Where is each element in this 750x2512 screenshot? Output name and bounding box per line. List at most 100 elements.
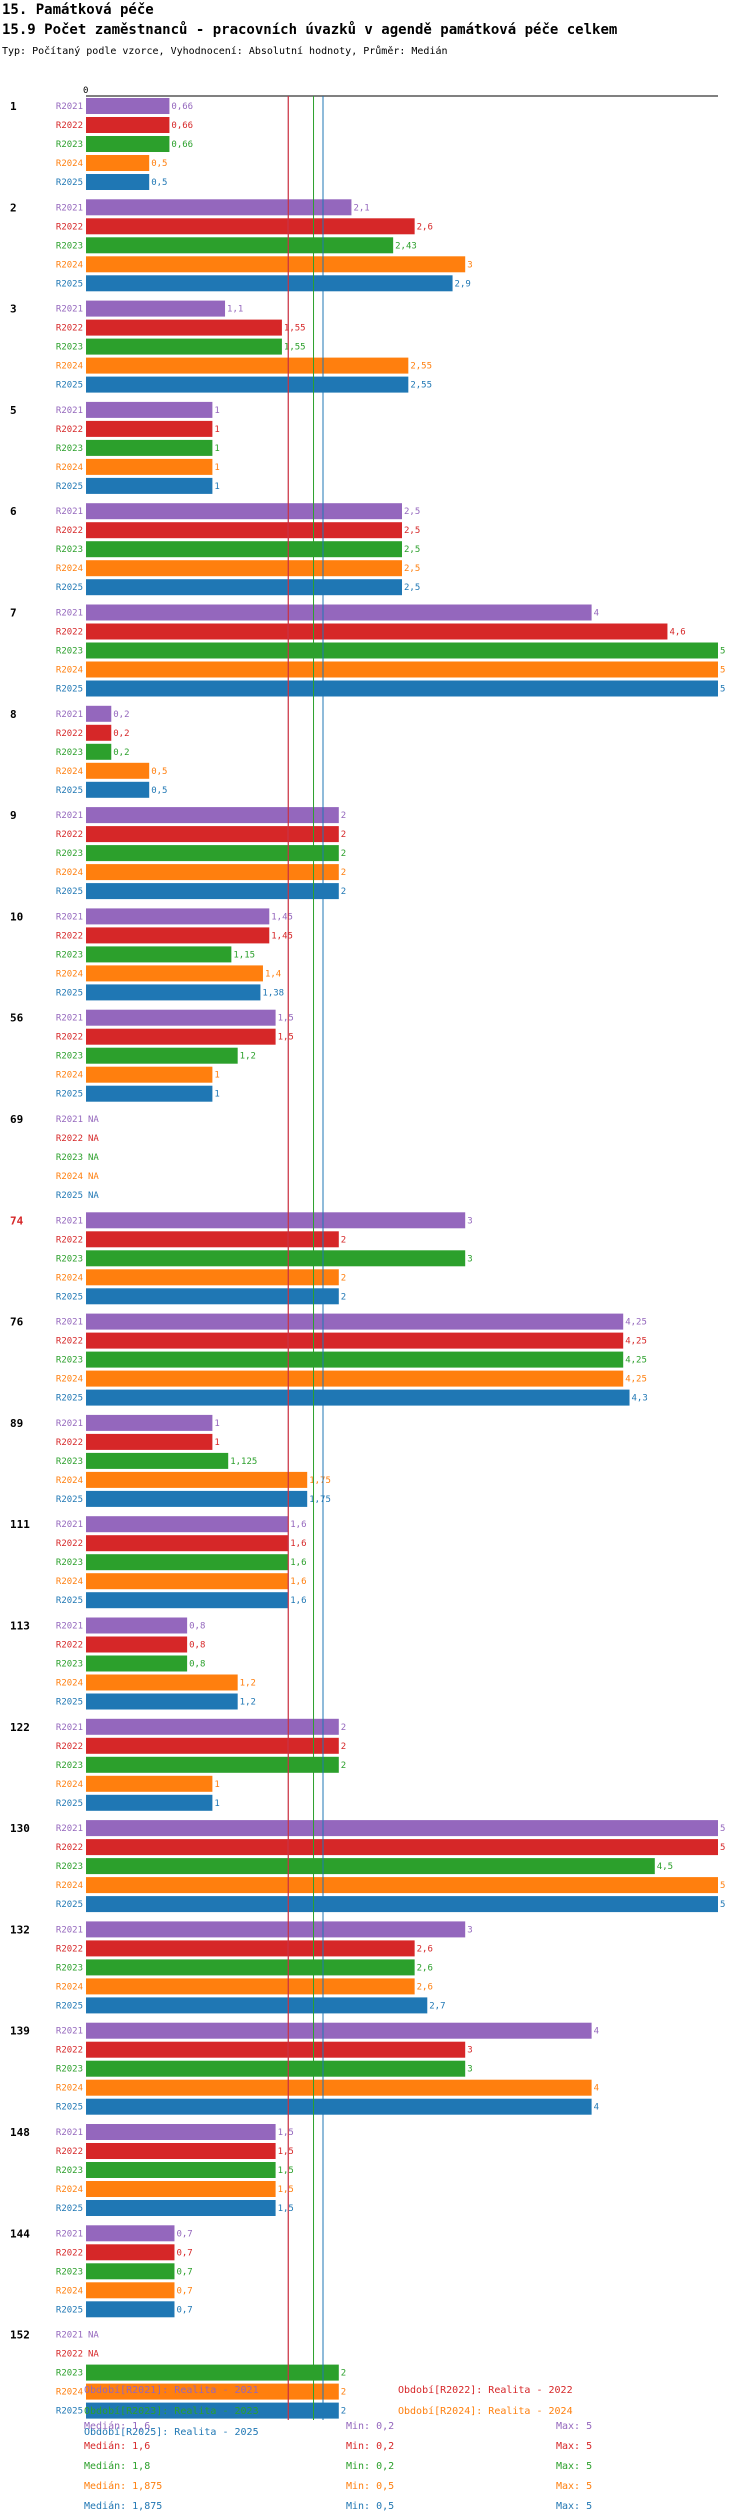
stat-min: Min: 0,5 [346,2501,395,2512]
data-label: 1,2 [240,1698,256,1708]
group-label: 74 [10,1214,24,1227]
data-label: 5 [720,666,725,676]
data-label: 1,5 [278,1014,294,1024]
series-label: R2023 [56,1153,83,1163]
bar [86,908,270,925]
series-label: R2023 [56,343,83,353]
data-label: 1 [214,425,219,435]
data-label: 3 [467,1925,472,1935]
series-label: R2023 [56,748,83,758]
bar [86,864,339,881]
series-label: R2024 [56,2084,83,2094]
group-label: 139 [10,2025,30,2038]
group-label: 2 [10,201,17,214]
series-label: R2022 [56,2248,83,2258]
bar [86,1288,339,1305]
series-label: R2024 [56,1476,83,1486]
series-label: R2024 [56,969,83,979]
bar [86,560,402,577]
bar [86,1490,308,1507]
bar [86,1573,289,1590]
bar [86,1997,428,2014]
series-label: R2024 [56,868,83,878]
bar [86,1269,339,1286]
data-label: 1 [214,1438,219,1448]
data-label: 1,6 [290,1520,306,1530]
bar [86,623,668,640]
bar [86,2079,592,2096]
data-label: 1,6 [290,1539,306,1549]
bar [86,1047,238,1064]
data-label: 0,2 [113,748,129,758]
series-label: R2022 [56,121,83,131]
data-label: 1 [214,444,219,454]
data-label: 2,5 [404,526,420,536]
data-label: 0,7 [176,2267,192,2277]
bar [86,1839,718,1856]
bar [86,2181,276,2197]
bar [86,376,409,393]
data-label: 1,75 [309,1476,331,1486]
bar [86,661,718,678]
data-label: 1 [214,406,219,416]
bar [86,604,592,621]
series-label: R2022 [56,830,83,840]
data-label: 1,5 [278,2166,294,2176]
bar [86,705,112,722]
bar [86,845,339,862]
series-label: R2023 [56,849,83,859]
bar [86,1389,630,1406]
bar [86,1636,188,1653]
data-label: 1,55 [284,343,306,353]
bar [86,522,402,539]
data-label: 2,5 [404,545,420,555]
data-label: 1,45 [271,931,293,941]
series-label: R2025 [56,1596,83,1606]
stat-median: Medián: 1,6 [84,2421,151,2432]
group-label: 7 [10,607,17,620]
group-label: 8 [10,708,17,721]
data-label: 2,6 [417,1944,433,1954]
bar [86,2060,466,2077]
stat-min: Min: 0,5 [346,2481,395,2492]
data-label: 0,5 [151,767,167,777]
data-label: 0,8 [189,1622,205,1632]
bar [86,174,150,190]
data-label: 4 [594,2103,599,2113]
legend-item: Období[R2022]: Realita - 2022 [398,2385,573,2396]
series-label: R2024 [56,260,83,270]
data-label: 2 [341,1761,346,1771]
series-label: R2024 [56,1577,83,1587]
bar [86,1877,718,1894]
data-label: 1,6 [290,1558,306,1568]
series-label: R2021 [56,1419,83,1429]
data-label: 1,4 [265,969,281,979]
data-label: 2,6 [417,222,433,232]
series-label: R2023 [56,1761,83,1771]
data-label: 5 [720,1824,725,1834]
bar [86,1959,415,1976]
bar [86,300,226,317]
series-label: R2022 [56,1742,83,1752]
series-label: R2025 [56,1394,83,1404]
bar [86,1718,339,1735]
data-label: 1,38 [262,988,284,998]
data-label: 5 [720,1900,725,1910]
stat-median: Medián: 1,6 [84,2441,151,2452]
bar [86,807,339,824]
data-label: 4,25 [625,1337,647,1347]
series-label: R2025 [56,381,83,391]
data-label: 4 [594,2027,599,2037]
stat-max: Max: 5 [556,2501,593,2512]
data-label: 0,66 [171,140,193,150]
series-label: R2024 [56,159,83,169]
bar [86,199,352,216]
bar [86,218,415,235]
data-label: 5 [720,1881,725,1891]
series-label: R2025 [56,482,83,492]
page-title: 15. Památková péče [2,2,154,18]
data-label: 2 [341,1723,346,1733]
series-label: R2021 [56,710,83,720]
group-label: 76 [10,1316,24,1329]
series-label: R2022 [56,2046,83,2056]
